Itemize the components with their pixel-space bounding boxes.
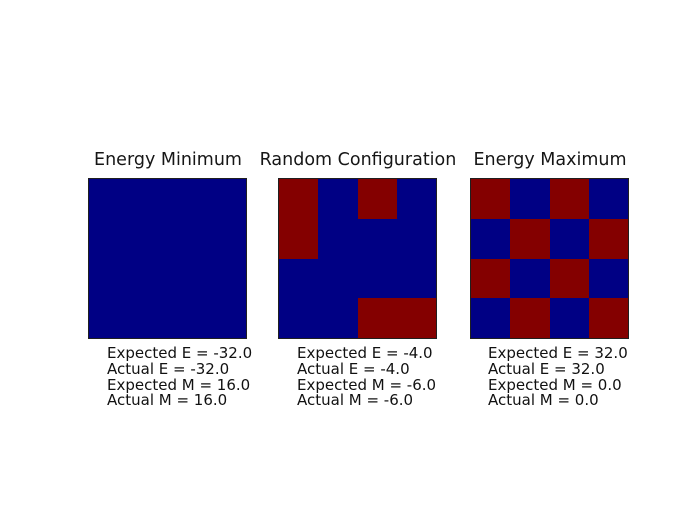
stat-actual-e: Actual E = -4.0 (297, 359, 410, 378)
spin-cell (396, 179, 436, 219)
spin-cell (471, 258, 511, 299)
stat-actual-e: Actual E = 32.0 (488, 359, 605, 378)
spin-cell (588, 179, 628, 219)
spin-cell (206, 218, 246, 259)
spin-cell (167, 258, 207, 299)
spin-cell (588, 218, 628, 259)
spin-cell (318, 218, 358, 259)
spin-cell (510, 179, 550, 219)
spin-cell (549, 179, 589, 219)
spin-cell (89, 179, 129, 219)
spin-cell (588, 298, 628, 338)
panel-title-random-configuration: Random Configuration (259, 150, 457, 170)
stat-actual-e: Actual E = -32.0 (107, 359, 230, 378)
panel-title-energy-minimum: Energy Minimum (94, 150, 242, 170)
stat-expected-m: Expected M = 0.0 (488, 375, 622, 394)
spin-cell (128, 218, 168, 259)
spin-cell (357, 218, 397, 259)
stat-actual-m: Actual M = 0.0 (488, 391, 599, 410)
spin-cell (89, 298, 129, 338)
spin-cell (206, 179, 246, 219)
stat-expected-m: Expected M = 16.0 (107, 375, 251, 394)
stat-expected-e: Expected E = -4.0 (297, 344, 433, 362)
spin-cell (510, 218, 550, 259)
spin-cell (318, 179, 358, 219)
stat-actual-m: Actual M = 16.0 (107, 391, 228, 410)
spin-cell (357, 258, 397, 299)
spin-cell (588, 258, 628, 299)
stats-block-energy-minimum: Expected E = -32.0 Actual E = -32.0 Expe… (107, 344, 253, 410)
spin-cell (279, 258, 319, 299)
spin-cell (471, 298, 511, 338)
spin-cell (279, 179, 319, 219)
spin-cell (318, 298, 358, 338)
spin-cell (396, 218, 436, 259)
spin-cell (128, 258, 168, 299)
spin-cell (471, 218, 511, 259)
spin-cell (396, 258, 436, 299)
stats-block-energy-maximum: Expected E = 32.0 Actual E = 32.0 Expect… (488, 344, 628, 410)
stat-expected-e: Expected E = 32.0 (488, 344, 628, 362)
spin-cell (357, 179, 397, 219)
spin-cell (89, 218, 129, 259)
spin-grid-random-configuration (278, 178, 437, 339)
spin-cell (279, 298, 319, 338)
stat-expected-m: Expected M = -6.0 (297, 375, 437, 394)
stat-expected-e: Expected E = -32.0 (107, 344, 253, 362)
spin-cell (396, 298, 436, 338)
stat-actual-m: Actual M = -6.0 (297, 391, 414, 410)
spin-cell (206, 258, 246, 299)
spin-cell (128, 298, 168, 338)
spin-cell (549, 258, 589, 299)
spin-cell (89, 258, 129, 299)
stats-block-random-configuration: Expected E = -4.0 Actual E = -4.0 Expect… (297, 344, 437, 410)
spin-cell (167, 298, 207, 338)
spin-grid-energy-minimum (88, 178, 247, 339)
spin-cell (357, 298, 397, 338)
panel-title-energy-maximum: Energy Maximum (473, 150, 627, 170)
spin-cell (549, 298, 589, 338)
spin-grid-energy-maximum (470, 178, 629, 339)
spin-cell (510, 298, 550, 338)
spin-cell (549, 218, 589, 259)
spin-cell (471, 179, 511, 219)
spin-cell (318, 258, 358, 299)
spin-cell (167, 179, 207, 219)
spin-cell (279, 218, 319, 259)
spin-cell (206, 298, 246, 338)
spin-cell (510, 258, 550, 299)
spin-cell (167, 218, 207, 259)
spin-cell (128, 179, 168, 219)
